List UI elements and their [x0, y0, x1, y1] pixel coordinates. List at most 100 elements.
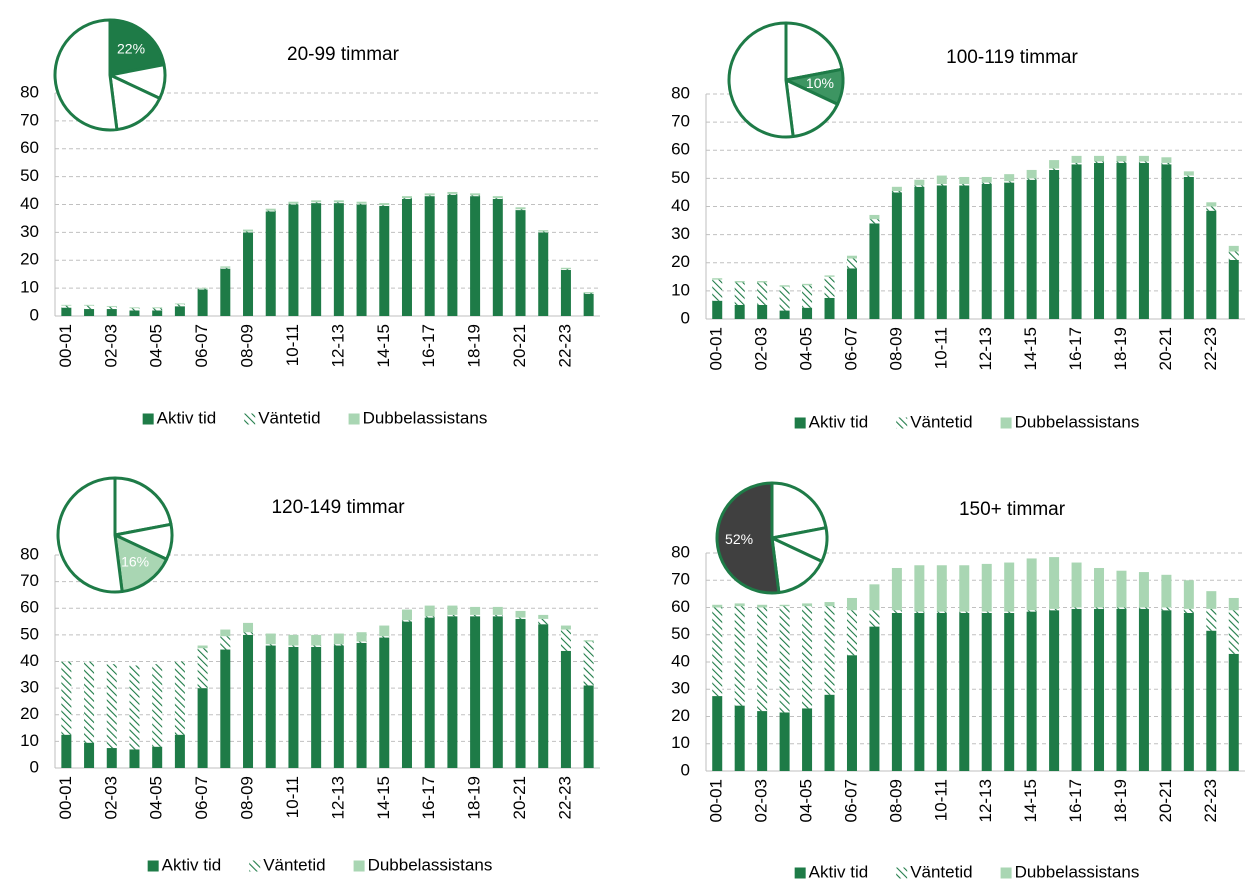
bar-segment	[1116, 607, 1127, 609]
bar-segment	[243, 634, 254, 768]
bar-segment	[1228, 245, 1239, 252]
x-tick-label: 04-05	[147, 776, 166, 819]
y-tick-label: 0	[681, 760, 690, 779]
legend-label: Dubbelassistans	[1015, 862, 1140, 881]
pie-slice	[53, 18, 119, 132]
bar-segment	[174, 661, 185, 735]
bar-segment	[1094, 608, 1105, 771]
x-tick-label: 18-19	[465, 776, 484, 819]
pie-slice	[727, 21, 795, 139]
bar-segment	[401, 609, 412, 621]
bar-segment	[220, 649, 231, 768]
y-tick-label: 0	[30, 305, 39, 324]
bar-segment	[1004, 612, 1015, 771]
x-tick-label: 22-23	[555, 776, 574, 819]
bar-segment	[846, 268, 857, 319]
bar-segment	[288, 204, 299, 316]
bar-segment	[129, 665, 140, 750]
bar-segment	[891, 192, 902, 319]
bar-segment	[470, 195, 481, 197]
legend-marker	[142, 413, 154, 425]
bar-segment	[1161, 164, 1172, 319]
y-tick-label: 60	[671, 140, 690, 159]
bar-segment	[61, 304, 72, 306]
x-tick-label: 02-03	[101, 324, 120, 367]
bar-segment	[846, 258, 857, 269]
bar-segment	[959, 565, 970, 612]
legend-marker	[794, 867, 806, 879]
bar-segment	[779, 606, 790, 713]
chart-title: 20-99 timmar	[287, 44, 400, 65]
bar-segment	[936, 185, 947, 319]
bar-segment	[265, 644, 276, 646]
bar-segment	[1228, 259, 1239, 319]
bar-segment	[869, 584, 880, 611]
bar-segment	[1206, 591, 1217, 609]
bar-segment	[914, 186, 925, 319]
bar-segment	[333, 645, 344, 768]
legend-label: Dubbelassistans	[368, 855, 493, 874]
bar-segment	[981, 611, 992, 613]
bar-segment	[802, 307, 813, 319]
bar-segment	[1071, 607, 1082, 609]
bar-segment	[1228, 610, 1239, 654]
bar-segment	[356, 201, 367, 204]
bar-segment	[1116, 570, 1127, 608]
bar-segment	[288, 201, 299, 204]
bar-segment	[265, 645, 276, 768]
legend-label: Aktiv tid	[162, 855, 222, 874]
bar-segment	[152, 308, 163, 311]
y-tick-label: 70	[671, 112, 690, 131]
x-tick-label: 02-03	[752, 779, 771, 822]
bar-segment	[515, 618, 526, 768]
bar-segment	[106, 748, 117, 768]
bar-segment	[333, 200, 344, 203]
bar-segment	[891, 612, 902, 771]
pie-label: 16%	[121, 553, 149, 569]
y-tick-label: 0	[30, 757, 39, 776]
bar-segment	[152, 664, 163, 747]
bar-segment	[846, 597, 857, 611]
bar-segment	[1049, 160, 1060, 169]
bar-segment	[1116, 161, 1127, 163]
legend-marker	[1000, 417, 1012, 429]
bar-segment	[1049, 557, 1060, 609]
y-tick-label: 0	[681, 308, 690, 327]
y-tick-label: 80	[20, 82, 39, 101]
y-tick-label: 40	[671, 196, 690, 215]
pie-label: 10%	[806, 75, 834, 91]
bar-segment	[401, 196, 412, 199]
x-tick-label: 04-05	[797, 779, 816, 822]
bar-segment	[560, 270, 571, 316]
bar-segment	[914, 611, 925, 613]
bar-segment	[220, 629, 231, 637]
bar-segment	[936, 184, 947, 186]
x-tick-label: 06-07	[841, 327, 860, 370]
legend-label: Dubbelassistans	[363, 408, 488, 427]
bar-segment	[515, 207, 526, 210]
bar-segment	[1049, 608, 1060, 611]
panel: 0 10 20 30 40 50 60 70 80 00-01 02-03 04-05 06-07 08-…	[20, 476, 600, 874]
legend-label: Väntetid	[910, 862, 972, 881]
legend-label: Aktiv tid	[157, 408, 217, 427]
x-tick-label: 14-15	[374, 776, 393, 819]
bar-segment	[583, 292, 594, 294]
bar-segment	[959, 176, 970, 184]
x-tick-label: 20-21	[510, 324, 529, 367]
bar-segment	[1004, 174, 1015, 182]
legend-label: Dubbelassistans	[1015, 412, 1140, 431]
bar-segment	[1071, 155, 1082, 163]
pie-slice	[715, 481, 781, 595]
bar-segment	[492, 616, 503, 768]
x-tick-label: 10-11	[931, 779, 950, 821]
bar-segment	[1094, 162, 1105, 319]
y-tick-label: 40	[20, 651, 39, 670]
bar-segment	[197, 288, 208, 290]
bar-segment	[936, 565, 947, 612]
bar-segment	[712, 604, 723, 608]
bar-segment	[734, 603, 745, 607]
bar-segment	[583, 641, 594, 686]
bar-segment	[1026, 169, 1037, 179]
y-tick-label: 40	[671, 651, 690, 670]
bar-segment	[869, 626, 880, 771]
